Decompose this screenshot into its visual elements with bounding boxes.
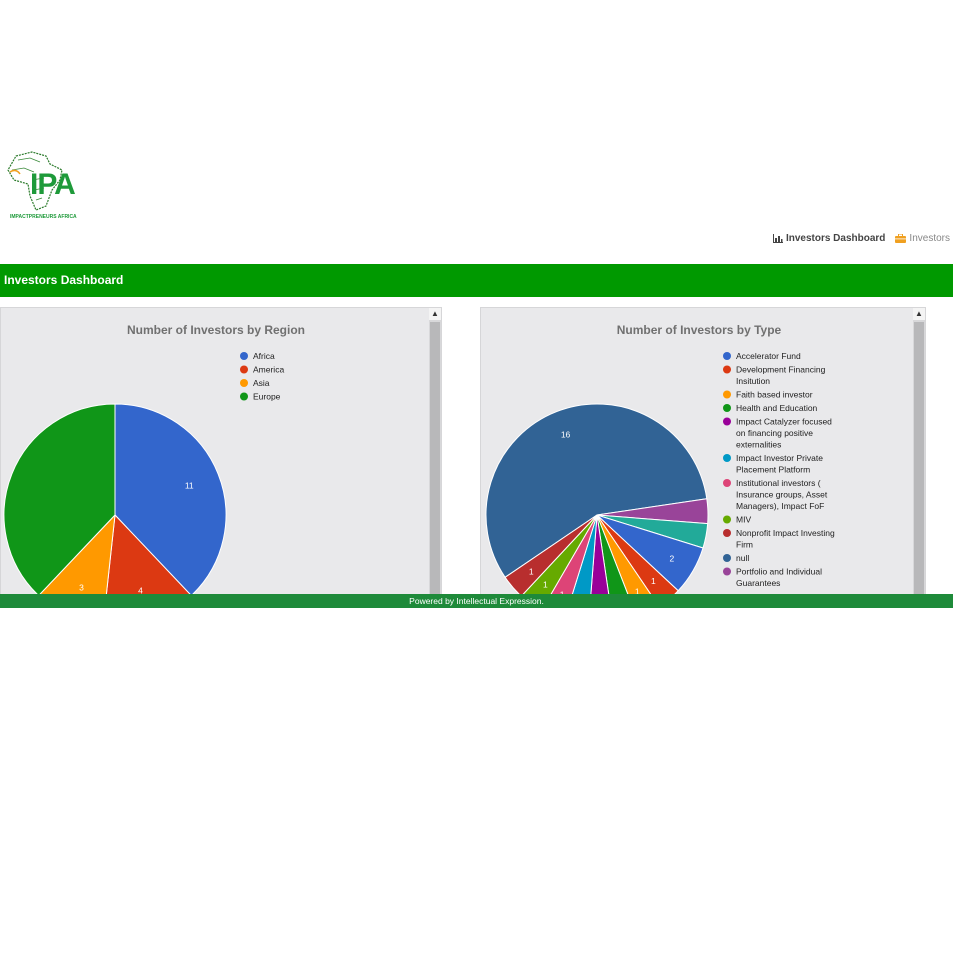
scroll-up-icon[interactable]: ▲ bbox=[913, 308, 925, 320]
legend-item[interactable]: Europe bbox=[240, 392, 281, 402]
legend-marker bbox=[240, 365, 248, 374]
legend-label: Faith based investor bbox=[736, 390, 813, 400]
slice-label: 1 bbox=[529, 566, 534, 576]
pie-slice[interactable] bbox=[103, 513, 191, 595]
legend-label: null bbox=[736, 553, 749, 563]
legend-item[interactable]: Impact Catalyzer focused on financing pos… bbox=[723, 417, 832, 450]
region-panel-scrollbar[interactable]: ▲ bbox=[429, 308, 441, 594]
slice-label: 1 bbox=[617, 594, 622, 595]
dashboard-header-bar: Investors Dashboard bbox=[0, 264, 953, 297]
legend-item[interactable]: Development Financing Insitution bbox=[723, 365, 826, 387]
region-chart-panel[interactable]: Number of Investors by Region 11 4 3 Africa A… bbox=[0, 307, 442, 595]
slice-label: 1 bbox=[651, 576, 656, 586]
type-pie-chart: Number of Investors by Type16211111111Ac… bbox=[485, 323, 835, 595]
legend-item[interactable]: Africa bbox=[240, 351, 275, 361]
slice-label: 1 bbox=[543, 580, 548, 590]
legend-marker bbox=[723, 390, 731, 399]
nav-investors-dashboard[interactable]: Investors Dashboard bbox=[772, 233, 886, 244]
legend-label: Nonprofit Impact Investing Firm bbox=[736, 528, 835, 550]
type-chart-panel[interactable]: Number of Investors by Type16211111111Ac… bbox=[480, 307, 926, 595]
legend-label: Institutional investors (Insurance group… bbox=[736, 478, 828, 511]
legend-marker bbox=[723, 529, 731, 537]
chart-title: Number of Investors by Type bbox=[617, 323, 782, 337]
scroll-thumb[interactable] bbox=[430, 322, 440, 594]
legend-label: Africa bbox=[253, 351, 275, 361]
logo-tagline: IMPACTPRENEURS AFRICA bbox=[10, 214, 77, 220]
pie-slice[interactable] bbox=[596, 514, 659, 595]
slice-label: 1 bbox=[560, 589, 565, 595]
bar-chart-icon bbox=[772, 234, 783, 243]
legend-marker bbox=[723, 479, 731, 487]
legend-item[interactable]: Portfolio and Individual Guarantees bbox=[723, 567, 822, 589]
footer: Powered by Intellectual Expression. bbox=[0, 594, 953, 608]
logo-text: IPA bbox=[30, 168, 76, 201]
pie-slice[interactable] bbox=[114, 403, 227, 595]
pie-slice[interactable] bbox=[596, 514, 637, 595]
pie-slice[interactable] bbox=[3, 403, 116, 595]
legend-label: Impact Investor Private Placement Platfor… bbox=[736, 453, 823, 475]
pie-slice[interactable] bbox=[504, 514, 598, 595]
legend-label: America bbox=[253, 365, 284, 375]
chart-title: Number of Investors by Region bbox=[127, 323, 305, 337]
type-panel-scrollbar[interactable]: ▲ bbox=[913, 308, 925, 594]
legend-item[interactable]: Impact Investor Private Placement Platfor… bbox=[723, 453, 823, 475]
legend-item[interactable]: null bbox=[723, 553, 749, 563]
legend-label: Portfolio and Individual Guarantees bbox=[736, 567, 822, 589]
legend-label: Accelerator Fund bbox=[736, 351, 801, 361]
nav-investors[interactable]: Investors bbox=[895, 233, 950, 244]
pie-slice[interactable] bbox=[596, 514, 679, 595]
slice-label: 1 bbox=[635, 587, 640, 595]
legend-marker bbox=[723, 515, 731, 524]
legend-marker bbox=[723, 404, 731, 412]
legend-label: Europe bbox=[253, 392, 281, 402]
legend-marker bbox=[723, 352, 731, 360]
ipa-logo[interactable]: IPA IMPACTPRENEURS AFRICA bbox=[6, 150, 82, 224]
legend-item[interactable]: Health and Education bbox=[723, 403, 818, 413]
legend-item[interactable]: Faith based investor bbox=[723, 390, 813, 400]
legend-item[interactable]: Accelerator Fund bbox=[723, 351, 801, 361]
africa-map-icon bbox=[7, 151, 63, 211]
legend-item[interactable]: Nonprofit Impact Investing Firm bbox=[723, 528, 835, 550]
top-navigation: Investors Dashboard Investors bbox=[772, 233, 950, 244]
slice-label: 2 bbox=[670, 553, 675, 563]
legend-item[interactable]: MIV bbox=[723, 515, 751, 525]
slice-label: 4 bbox=[138, 586, 143, 595]
pie-slice[interactable] bbox=[588, 514, 613, 595]
region-pie-chart: Number of Investors by Region 11 4 3 Africa A… bbox=[3, 323, 305, 595]
nav-dashboard-label: Investors Dashboard bbox=[785, 233, 886, 244]
legend-marker bbox=[240, 352, 248, 360]
legend-marker bbox=[723, 554, 731, 562]
legend-marker bbox=[723, 454, 731, 462]
footer-text: Powered by Intellectual Expression. bbox=[409, 596, 544, 606]
legend-marker bbox=[240, 392, 248, 401]
legend-item[interactable]: Institutional investors (Insurance group… bbox=[723, 478, 828, 511]
briefcase-icon bbox=[895, 234, 907, 243]
pie-slice[interactable] bbox=[485, 403, 708, 578]
legend-marker bbox=[723, 567, 731, 576]
legend-label: Impact Catalyzer focused on financing pos… bbox=[736, 417, 832, 450]
nav-investors-label: Investors bbox=[909, 233, 950, 244]
pie-slice[interactable] bbox=[541, 514, 598, 595]
legend-label: MIV bbox=[736, 515, 751, 525]
legend-item[interactable]: Asia bbox=[240, 378, 270, 388]
scroll-thumb[interactable] bbox=[914, 322, 924, 594]
scroll-up-icon[interactable]: ▲ bbox=[429, 308, 441, 320]
slice-label: 16 bbox=[561, 429, 571, 439]
slice-label: 11 bbox=[185, 480, 194, 490]
legend-label: Development Financing Insitution bbox=[736, 365, 826, 387]
legend-marker bbox=[723, 365, 731, 374]
page-title: Investors Dashboard bbox=[4, 273, 124, 287]
legend-marker bbox=[723, 417, 731, 426]
slice-label: 3 bbox=[79, 583, 84, 593]
legend-marker bbox=[240, 379, 248, 387]
legend-label: Asia bbox=[253, 378, 270, 388]
legend-item[interactable]: America bbox=[240, 365, 284, 375]
legend-label: Health and Education bbox=[736, 403, 818, 413]
